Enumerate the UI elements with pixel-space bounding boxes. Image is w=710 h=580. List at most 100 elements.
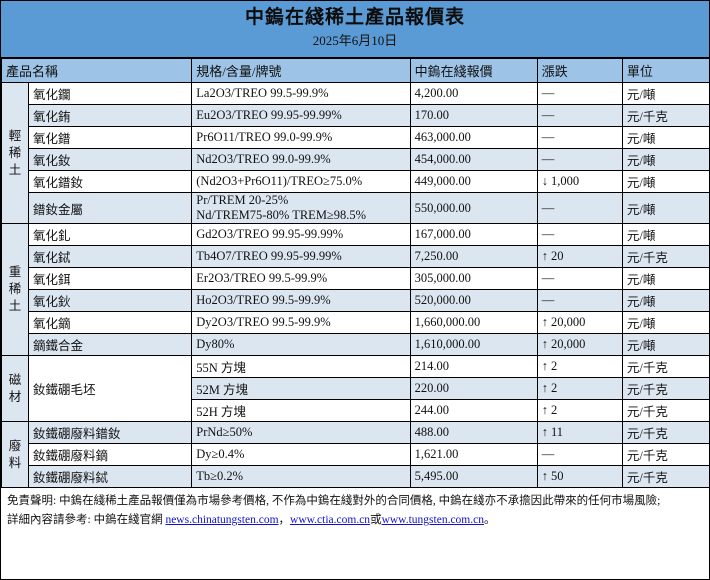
product-name-cell: 氧化鑭 — [28, 82, 193, 105]
product-name-cell: 釹鐵硼廢料鋱 — [28, 465, 193, 488]
spec-cell: Tb4O7/TREO 99.95-99.99% — [191, 245, 411, 268]
unit-cell: 元/噸 — [621, 148, 709, 171]
price-cell: 5,495.00 — [409, 465, 538, 488]
price-cell: 488.00 — [409, 421, 538, 444]
spec-cell: 52M 方塊 — [191, 377, 411, 400]
change-flat-dash: — — [541, 152, 555, 166]
spec-cell: PrNd≥50% — [191, 421, 411, 444]
spec-cell: Ho2O3/TREO 99.5-99.9% — [191, 289, 411, 312]
unit-cell: 元/千克 — [621, 355, 709, 378]
link-news-chinatungsten[interactable]: news.chinatungsten.com — [165, 514, 279, 526]
change-value: 50 — [550, 469, 564, 483]
table-row: 氧化釹 Nd2O3/TREO 99.0-99.9% 454,000.00— 元/噸 — [2, 148, 709, 171]
disclaimer-line-2: 詳細內容請參考: 中鎢在綫官網 news.chinatungsten.com，w… — [7, 511, 703, 530]
spec-cell: Pr/TREM 20-25% Nd/TREM75-80% TREM≥98.5% — [191, 192, 411, 224]
rare-earth-price-table: 產品名稱 規格/含量/牌號 中鎢在綫報價 漲跌 單位 輕 稀 土氧化鑭 La2O3… — [1, 58, 709, 488]
change-cell: — — [536, 148, 623, 171]
change-flat-dash: — — [541, 271, 555, 285]
quote-date: 2025年6月10日 — [312, 33, 398, 48]
product-name-cell: 氧化鐠 — [28, 126, 193, 149]
change-value: 11 — [550, 425, 564, 439]
column-header-product-name: 產品名稱 — [1, 58, 193, 83]
arrow-up-icon — [542, 359, 551, 373]
change-flat-dash: — — [541, 108, 555, 122]
change-value: 20,000 — [550, 337, 586, 351]
unit-cell: 元/噸 — [621, 82, 709, 105]
price-cell: 520,000.00 — [409, 289, 538, 312]
unit-cell: 元/噸 — [621, 333, 709, 356]
change-cell: 20,000 — [536, 333, 623, 356]
spec-cell: Dy≥0.4% — [191, 443, 411, 466]
column-header-unit: 單位 — [621, 58, 709, 83]
arrow-up-icon — [542, 469, 551, 483]
change-cell: 2 — [536, 377, 623, 400]
column-header-spec: 規格/含量/牌號 — [191, 58, 411, 83]
change-flat-dash: — — [541, 130, 555, 144]
price-cell: 220.00 — [409, 377, 538, 400]
change-cell: 2 — [536, 399, 623, 422]
product-name-cell: 釹鐵硼毛坯 — [28, 355, 193, 422]
price-cell: 305,000.00 — [409, 267, 538, 290]
product-name-cell: 氧化釓 — [28, 223, 193, 246]
spec-cell: Pr6O11/TREO 99.0-99.9% — [191, 126, 411, 149]
change-cell: — — [536, 289, 623, 312]
change-flat-dash: — — [541, 447, 555, 461]
table-row: 輕 稀 土氧化鑭 La2O3/TREO 99.5-99.9% 4,200.00— 元/… — [1, 82, 709, 224]
table-row: 釹鐵硼廢料鏑 Dy≥0.4% 1,621.00— 元/千克 — [2, 443, 709, 466]
change-cell: 20 — [536, 245, 623, 268]
title-band: 中鎢在綫稀土產品報價表 2025年6月10日 — [1, 1, 709, 58]
disclaimer-footer: 免責聲明: 中鎢在綫稀土產品報價僅為市場參考價格, 不作為中鎢在綫對外的合同價格… — [1, 487, 709, 533]
change-cell: — — [536, 223, 623, 246]
category-cell: 重 稀 土 — [1, 223, 30, 356]
change-cell: 50 — [536, 465, 623, 488]
product-name-cell: 鐠釹金屬 — [28, 192, 193, 224]
price-cell: 1,621.00 — [409, 443, 538, 466]
change-value: 20 — [550, 249, 564, 263]
disclaimer-suffix: 。 — [483, 514, 496, 526]
table-row: 重 稀 土氧化釓 Gd2O3/TREO 99.95-99.99% 167,000.0… — [1, 223, 709, 356]
change-cell: — — [536, 82, 623, 105]
unit-cell: 元/噸 — [621, 223, 709, 246]
spec-cell: La2O3/TREO 99.5-99.9% — [191, 82, 411, 105]
arrow-up-icon — [542, 403, 551, 417]
arrow-up-icon — [542, 337, 551, 351]
product-name-cell: 釹鐵硼廢料鏑 — [28, 443, 193, 466]
spec-cell: Nd2O3/TREO 99.0-99.9% — [191, 148, 411, 171]
spec-cell: Dy80% — [191, 333, 411, 356]
spec-cell: (Nd2O3+Pr6O11)/TREO≥75.0% — [191, 170, 411, 193]
category-cell: 輕 稀 土 — [1, 82, 30, 224]
spec-cell: Eu2O3/TREO 99.95-99.99% — [191, 104, 411, 127]
product-name-cell: 氧化釹 — [28, 148, 193, 171]
price-cell: 550,000.00 — [409, 192, 538, 224]
category-cell: 廢 料 — [1, 421, 30, 488]
unit-cell: 元/千克 — [621, 377, 709, 400]
arrow-up-icon — [542, 425, 551, 439]
spec-cell: Gd2O3/TREO 99.95-99.99% — [191, 223, 411, 246]
unit-cell: 元/噸 — [621, 170, 709, 193]
change-cell: 20,000 — [536, 311, 623, 334]
arrow-up-icon — [542, 249, 551, 263]
price-cell: 463,000.00 — [409, 126, 538, 149]
table-row: 氧化鉺 Er2O3/TREO 99.5-99.9% 305,000.00— 元/噸 — [2, 267, 709, 290]
change-value: 2 — [550, 381, 558, 395]
table-row: 氧化鐠 Pr6O11/TREO 99.0-99.9% 463,000.00— 元/噸 — [2, 126, 709, 149]
change-cell: 11 — [536, 421, 623, 444]
product-name-cell: 氧化鏑 — [28, 311, 193, 334]
link-ctia[interactable]: www.ctia.com.cn — [290, 514, 371, 526]
change-cell: 1,000 — [536, 170, 623, 193]
link-tungsten[interactable]: www.tungsten.com.cn — [381, 514, 484, 526]
table-row: 鐠釹金屬 Pr/TREM 20-25% Nd/TREM75-80% TREM≥98.… — [2, 192, 709, 224]
unit-cell: 元/噸 — [621, 311, 709, 334]
change-cell: — — [536, 443, 623, 466]
change-flat-dash: — — [541, 200, 555, 215]
change-cell: 2 — [536, 355, 623, 378]
spec-cell: Dy2O3/TREO 99.5-99.9% — [191, 311, 411, 334]
unit-cell: 元/噸 — [621, 267, 709, 290]
unit-cell: 元/千克 — [621, 465, 709, 488]
link-separator-2: 或 — [370, 514, 382, 526]
spec-cell: Tb≥0.2% — [191, 465, 411, 488]
